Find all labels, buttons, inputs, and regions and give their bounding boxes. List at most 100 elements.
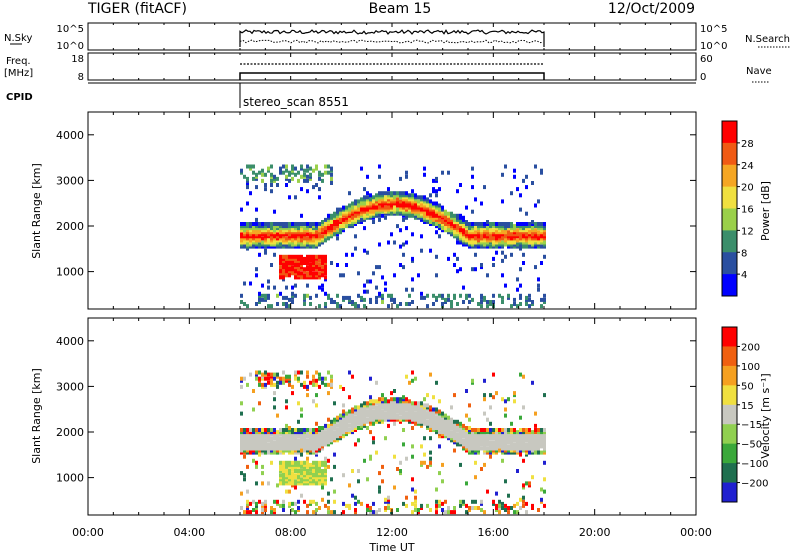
heatmap-cell xyxy=(351,300,354,304)
heatmap-cell xyxy=(435,189,438,194)
heatmap-cell xyxy=(342,434,345,439)
heatmap-cell xyxy=(258,252,261,257)
heatmap-cell xyxy=(417,201,420,206)
heatmap-cell xyxy=(378,205,381,210)
heatmap-cell xyxy=(495,438,498,443)
heatmap-cell xyxy=(309,267,312,272)
heatmap-cell xyxy=(333,489,336,494)
heatmap-cell xyxy=(282,462,285,467)
heatmap-cell xyxy=(438,415,441,420)
heatmap-cell xyxy=(369,213,372,218)
heatmap-cell xyxy=(486,430,489,435)
heatmap-cell xyxy=(273,228,276,233)
heatmap-cell xyxy=(306,481,309,486)
heatmap-cell xyxy=(303,428,306,432)
heatmap-cell xyxy=(324,481,327,486)
heatmap-cell xyxy=(408,193,411,198)
heatmap-cell xyxy=(351,209,354,214)
heatmap-cell xyxy=(255,481,258,486)
heatmap-cell xyxy=(309,176,312,181)
heatmap-cell xyxy=(357,469,360,473)
heatmap-cell xyxy=(489,224,492,229)
heatmap-cell xyxy=(405,399,408,404)
heatmap-cell xyxy=(318,384,321,389)
heatmap-cell xyxy=(390,209,393,214)
heatmap-cell xyxy=(450,405,453,410)
heatmap-cell xyxy=(459,224,462,229)
heatmap-cell xyxy=(372,501,375,506)
heatmap-cell xyxy=(315,393,318,398)
heatmap-cell xyxy=(432,395,435,400)
heatmap-cell xyxy=(339,228,342,233)
heatmap-cell xyxy=(297,434,300,439)
heatmap-cell xyxy=(315,467,318,471)
heatmap-cell xyxy=(282,481,285,486)
heatmap-cell xyxy=(336,302,339,306)
heatmap-cell xyxy=(399,469,402,473)
heatmap-cell xyxy=(537,446,540,451)
ytick-label: 1000 xyxy=(56,266,84,279)
heatmap-cell xyxy=(252,428,255,432)
heatmap-cell xyxy=(243,222,246,226)
heatmap-cell xyxy=(327,491,330,496)
heatmap-cell xyxy=(294,240,297,245)
heatmap-cell xyxy=(522,224,525,229)
heatmap-cell xyxy=(273,244,276,249)
heatmap-cell xyxy=(468,228,471,233)
heatmap-cell xyxy=(543,460,546,465)
heatmap-cell xyxy=(315,438,318,443)
heatmap-cell xyxy=(489,430,492,435)
heatmap-cell xyxy=(393,421,396,426)
heatmap-cell xyxy=(345,263,348,267)
colorbar-frame xyxy=(721,326,738,503)
heatmap-cell xyxy=(318,228,321,233)
heatmap-cell xyxy=(426,403,429,408)
heatmap-cell xyxy=(345,415,348,420)
heatmap-cell xyxy=(258,499,261,504)
heatmap-cell xyxy=(261,240,264,245)
nsky-tick-bottom: 10^0 xyxy=(57,41,84,52)
heatmap-cell xyxy=(309,236,312,241)
heatmap-cell xyxy=(480,434,483,439)
heatmap-cell xyxy=(513,391,516,396)
heatmap-cell xyxy=(366,213,369,218)
heatmap-cell xyxy=(330,378,333,383)
heatmap-cell xyxy=(261,481,264,486)
heatmap-cell xyxy=(282,446,285,451)
heatmap-cell xyxy=(363,419,366,424)
heatmap-cell xyxy=(384,287,387,292)
heatmap-cell xyxy=(315,236,318,241)
heatmap-cell xyxy=(384,209,387,214)
heatmap-cell xyxy=(354,246,357,251)
heatmap-cell xyxy=(432,209,435,214)
heatmap-cell xyxy=(447,293,450,298)
heatmap-cell xyxy=(252,170,255,175)
heatmap-cell xyxy=(489,300,492,304)
heatmap-cell xyxy=(504,224,507,229)
heatmap-cell xyxy=(300,166,303,171)
heatmap-cell xyxy=(348,203,351,208)
heatmap-cell xyxy=(534,224,537,229)
heatmap-cell xyxy=(300,267,303,272)
heatmap-cell xyxy=(336,224,339,229)
heatmap-cell xyxy=(309,228,312,233)
heatmap-cell xyxy=(459,430,462,435)
heatmap-cell xyxy=(465,389,468,393)
heatmap-cell xyxy=(303,473,306,478)
heatmap-cell xyxy=(378,193,381,198)
heatmap-cell xyxy=(249,224,252,229)
heatmap-cell xyxy=(417,205,420,210)
heatmap-cell xyxy=(531,244,534,249)
heatmap-cell xyxy=(522,252,525,257)
heatmap-cell xyxy=(258,232,261,237)
heatmap-cell xyxy=(318,224,321,229)
heatmap-cell xyxy=(393,415,396,420)
heatmap-cell xyxy=(522,434,525,439)
heatmap-cell xyxy=(522,430,525,435)
heatmap-cell xyxy=(378,411,381,416)
colorbar-swatch xyxy=(722,186,737,209)
heatmap-cell xyxy=(318,240,321,245)
heatmap-cell xyxy=(504,450,507,455)
heatmap-cell xyxy=(516,304,519,309)
heatmap-cell xyxy=(477,442,480,447)
